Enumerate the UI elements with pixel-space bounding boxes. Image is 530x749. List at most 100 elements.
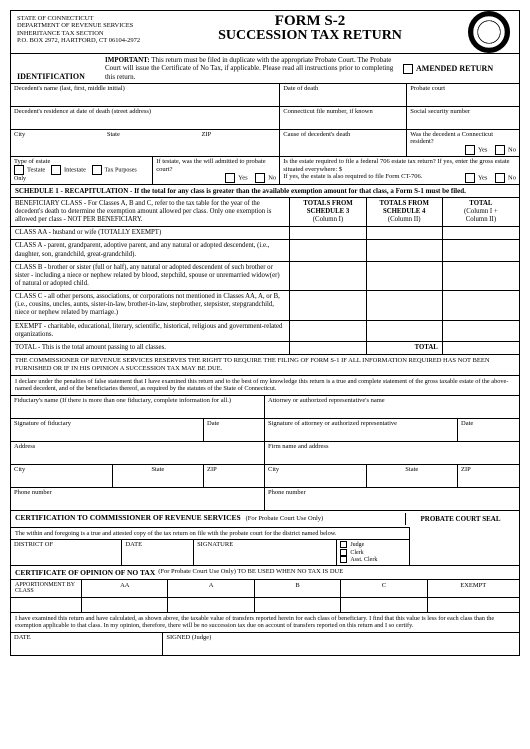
amended-label: AMENDED RETURN xyxy=(416,64,493,73)
row-total: TOTAL - This is the total amount passing… xyxy=(11,341,290,354)
sig-row-4: City State ZIP City State ZIP xyxy=(11,464,519,487)
important-label: IMPORTANT: xyxy=(105,56,150,64)
lbl-testate-q: If testate, was the will admitted to pro… xyxy=(156,158,276,172)
lbl-phone-2: Phone number xyxy=(265,488,519,510)
row-class-b: CLASS B - brother or sister (full or hal… xyxy=(11,261,290,290)
cert2-header: CERTIFICATE OF OPINION OF NO TAX (For Pr… xyxy=(11,565,519,579)
lbl-fid-name: Fiduciary's name (If there is more than … xyxy=(11,396,265,418)
cert2-note: (For Probate Court Use Only) TO BE USED … xyxy=(158,568,343,577)
sig-row-1: Fiduciary's name (If there is more than … xyxy=(11,395,519,418)
row-class-aa: CLASS AA - husband or wife (TOTALLY EXEM… xyxy=(11,226,290,239)
intestate-chk[interactable] xyxy=(51,165,61,175)
lbl-zip: ZIP xyxy=(201,131,211,138)
lbl-cause: Cause of decedent's death xyxy=(283,131,350,138)
agency-section: INHERITANCE TAX SECTION xyxy=(17,30,155,37)
lbl-date-1: Date xyxy=(204,419,265,441)
seal-block xyxy=(459,11,519,53)
clerk-chk[interactable] xyxy=(340,549,347,556)
cert1-body: The within and foregoing is a true and a… xyxy=(11,527,519,565)
row-class-c: CLASS C - all other persons, association… xyxy=(11,290,290,319)
total-label: TOTAL xyxy=(367,341,443,354)
sig-row-5: Phone number Phone number xyxy=(11,487,519,510)
beneficiary-table: BENEFICIARY CLASS - For Classes A, B and… xyxy=(11,197,519,354)
lbl-district: DISTRICT OF xyxy=(11,540,122,564)
lbl-decedent-name: Decedent's name (last, first, middle ini… xyxy=(14,85,125,92)
lbl-ctfile: Connecticut file number, if known xyxy=(283,108,372,115)
id-row-3: City State ZIP Cause of decedent's death… xyxy=(11,129,519,156)
probate-yes-chk[interactable] xyxy=(225,173,235,183)
lbl-apport: APPORTIONMENT BY CLASS xyxy=(11,580,82,597)
testate-chk[interactable] xyxy=(14,165,24,175)
row-class-a: CLASS A - parent, grandparent, adoptive … xyxy=(11,239,290,260)
probate-seal-label: PROBATE COURT SEAL xyxy=(405,513,515,525)
cert1-title: CERTIFICATION TO COMMISSIONER OF REVENUE… xyxy=(15,513,241,522)
cert1-header: CERTIFICATION TO COMMISSIONER OF REVENUE… xyxy=(11,510,519,527)
apport-a: A xyxy=(168,580,254,597)
lbl-fed706-2: If yes, the estate is also required to f… xyxy=(283,173,422,180)
lbl-resident-q: Was the decedent a Connecticut resident? xyxy=(410,131,516,145)
probate-seal-area xyxy=(409,527,519,565)
schedule-1-heading: SCHEDULE 1 - RECAPITULATION - If the tot… xyxy=(11,184,519,197)
id-row-2: Decedent's residence at date of death (s… xyxy=(11,106,519,129)
important-text: IMPORTANT: This return must be filed in … xyxy=(101,54,399,83)
lbl-no: No xyxy=(508,147,516,154)
lbl-cert2-date: DATE xyxy=(11,633,163,655)
apportionment-row: APPORTIONMENT BY CLASS AA A B C EXEMPT xyxy=(11,579,519,597)
lbl-type-estate: Type of estate xyxy=(14,158,149,165)
cert2-sig-row: DATE SIGNED (Judge) xyxy=(11,632,519,655)
apport-exempt: EXEMPT xyxy=(428,580,519,597)
resident-no-chk[interactable] xyxy=(495,145,505,155)
sig-row-3: Address Firm name and address xyxy=(11,441,519,464)
lbl-cert1-date: DATE xyxy=(122,540,194,564)
lbl-atty-name: Attorney or authorized representative's … xyxy=(265,396,519,418)
resident-yes-chk[interactable] xyxy=(465,145,475,155)
amended-checkbox[interactable] xyxy=(403,64,413,74)
lbl-state: State xyxy=(107,131,120,138)
lbl-firm: Firm name and address xyxy=(265,442,519,464)
agency-pobox: P.O. BOX 2972, HARTFORD, CT 06104-2972 xyxy=(17,37,155,44)
agency-block: STATE OF CONNECTICUT DEPARTMENT OF REVEN… xyxy=(11,11,161,53)
probate-no-chk[interactable] xyxy=(255,173,265,183)
benef-col1-hdr: BENEFICIARY CLASS - For Classes A, B and… xyxy=(11,198,290,226)
id-row-4: Type of estate Testate Intestate Tax Pur… xyxy=(11,156,519,183)
asst-chk[interactable] xyxy=(340,556,347,563)
lbl-fid-sig: Signature of fiduciary xyxy=(11,419,204,441)
cert2-title: CERTIFICATE OF OPINION OF NO TAX xyxy=(15,568,155,577)
lbl-cert1-sig: SIGNATURE xyxy=(194,540,337,564)
agency-state: STATE OF CONNECTICUT xyxy=(17,15,155,22)
amended-return[interactable]: AMENDED RETURN xyxy=(399,54,519,83)
cert1-note: (For Probate Court Use Only) xyxy=(246,515,324,522)
lbl-zip-1: ZIP xyxy=(204,465,265,487)
id-row-1: Decedent's name (last, first, middle ini… xyxy=(11,83,519,106)
lbl-address: Address xyxy=(11,442,265,464)
lbl-fed706: Is the estate required to file a federal… xyxy=(283,158,516,172)
commissioner-reserve: THE COMMISSIONER OF REVENUE SERVICES RES… xyxy=(11,354,519,375)
taxpurp-chk[interactable] xyxy=(92,165,102,175)
lbl-city-1: City xyxy=(11,465,113,487)
lbl-probate: Probate court xyxy=(410,85,445,92)
lbl-state-2: State xyxy=(367,465,458,487)
judge-chk[interactable] xyxy=(340,541,347,548)
lbl-zip-2: ZIP xyxy=(458,465,519,487)
title-block: FORM S-2 SUCCESSION TAX RETURN xyxy=(161,11,459,53)
header: STATE OF CONNECTICUT DEPARTMENT OF REVEN… xyxy=(11,11,519,53)
lbl-intestate: Intestate xyxy=(64,167,86,174)
lbl-city: City xyxy=(14,131,25,138)
lbl-dod: Date of death xyxy=(283,85,318,92)
fed706-yes-chk[interactable] xyxy=(465,173,475,183)
lbl-atty-sig: Signature of attorney or authorized repr… xyxy=(265,419,458,441)
important-row: IDENTIFICATION IMPORTANT: This return mu… xyxy=(11,53,519,83)
apport-b: B xyxy=(255,580,341,597)
fed706-no-chk[interactable] xyxy=(495,173,505,183)
cert1-text: The within and foregoing is a true and a… xyxy=(11,527,409,540)
form-page: STATE OF CONNECTICUT DEPARTMENT OF REVEN… xyxy=(10,10,520,656)
agency-dept: DEPARTMENT OF REVENUE SERVICES xyxy=(17,22,155,29)
state-seal-icon xyxy=(468,11,510,53)
lbl-testate: Testate xyxy=(27,167,45,174)
lbl-cert2-signed: SIGNED (Judge) xyxy=(163,633,519,655)
lbl-residence: Decedent's residence at date of death (s… xyxy=(14,108,151,115)
identification-label: IDENTIFICATION xyxy=(11,54,101,83)
row-exempt: EXEMPT - charitable, educational, litera… xyxy=(11,320,290,341)
declaration: I declare under the penalties of false s… xyxy=(11,375,519,395)
lbl-phone-1: Phone number xyxy=(11,488,265,510)
